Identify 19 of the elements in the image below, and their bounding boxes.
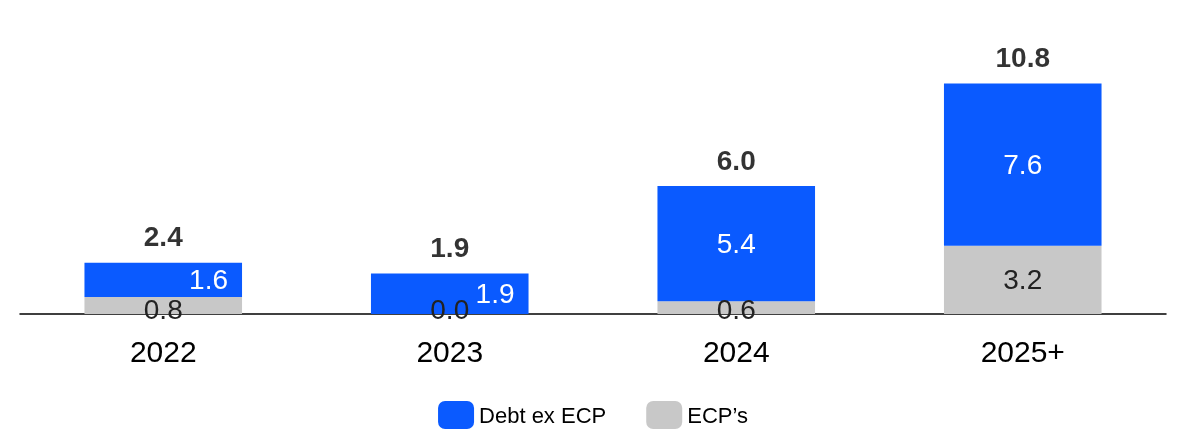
data-label: 3.2 [1003,264,1043,296]
x-tick-label: 2023 [416,334,484,368]
total-label: 1.9 [430,231,470,263]
bar [943,245,1102,314]
data-label: 1.6 [189,264,229,296]
bar [657,186,816,302]
legend-label: Debt ex ECP [479,402,607,428]
x-tick-label: 2025+ [980,334,1065,368]
data-label: 5.4 [716,228,756,260]
legend-label: ECP’s [687,402,748,428]
x-tick-label: 2022 [129,334,197,368]
data-label: 1.9 [475,278,515,310]
x-tick-label: 2024 [702,334,770,368]
total-label: 10.8 [995,42,1050,74]
data-label: 7.6 [1003,149,1043,181]
total-label: 2.4 [143,221,184,253]
bar [84,262,243,297]
bar [943,83,1102,246]
total-label: 6.0 [716,144,756,176]
